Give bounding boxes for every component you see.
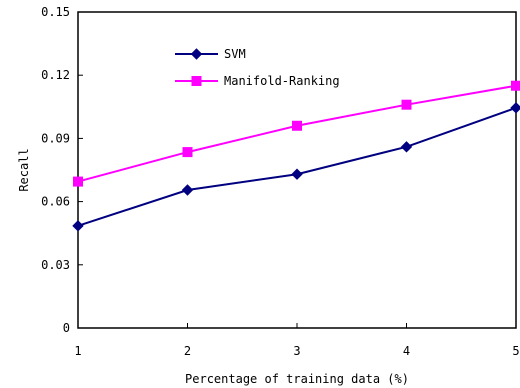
- data-point: [182, 147, 193, 158]
- series-group: [72, 80, 520, 232]
- x-tick-label: 1: [74, 344, 81, 358]
- data-point: [511, 80, 520, 91]
- series-svm: [72, 102, 520, 232]
- legend: SVM Manifold-Ranking: [175, 47, 340, 88]
- data-point: [181, 184, 194, 196]
- y-tick-label: 0.15: [41, 5, 70, 19]
- legend-label: Manifold-Ranking: [224, 74, 340, 88]
- y-tick-label: 0.03: [41, 258, 70, 272]
- y-tick-label: 0: [63, 321, 70, 335]
- legend-entry: SVM: [175, 47, 246, 61]
- data-point: [291, 168, 303, 180]
- y-axis-title: Recall: [17, 148, 31, 191]
- legend-swatch-marker: [190, 48, 203, 60]
- x-axis-title: Percentage of training data (%): [185, 372, 409, 386]
- data-point: [72, 220, 84, 232]
- y-axis-ticks: 0 0.03 0.06 0.09 0.12 0.15: [41, 5, 83, 335]
- x-tick-label: 4: [403, 344, 410, 358]
- data-point: [73, 176, 83, 187]
- legend-swatch-marker: [191, 76, 202, 86]
- x-tick-label: 3: [293, 344, 300, 358]
- data-point: [510, 102, 520, 114]
- x-axis-ticks: 1 2 3 4 5: [74, 323, 520, 358]
- y-tick-label: 0.06: [41, 195, 70, 209]
- y-tick-label: 0.09: [41, 131, 70, 145]
- series-manifold-ranking: [73, 80, 520, 187]
- legend-label: SVM: [224, 47, 246, 61]
- series-line: [77, 84, 517, 183]
- x-tick-label: 5: [512, 344, 519, 358]
- data-point: [400, 141, 413, 153]
- data-point: [292, 120, 302, 131]
- legend-entry: Manifold-Ranking: [175, 74, 340, 88]
- y-tick-label: 0.12: [41, 68, 70, 82]
- data-point: [401, 99, 412, 110]
- x-tick-label: 2: [184, 344, 191, 358]
